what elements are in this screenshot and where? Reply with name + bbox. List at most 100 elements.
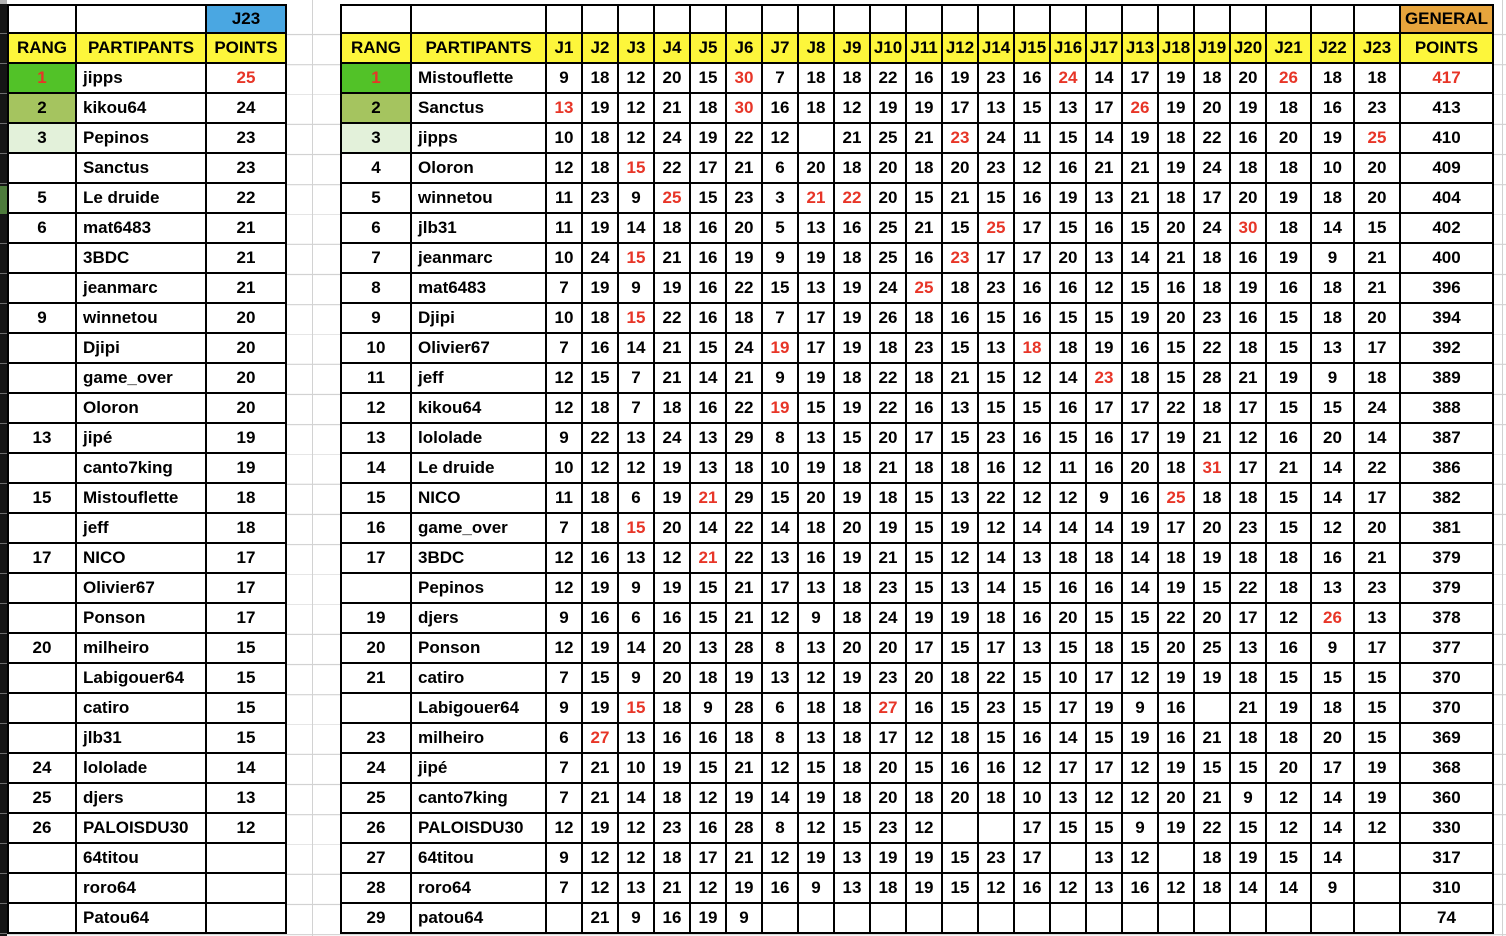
points-cell[interactable]: 17 — [205, 602, 287, 634]
score-cell[interactable]: 16 — [905, 62, 943, 94]
day-number-header[interactable]: J23 — [205, 4, 287, 34]
score-cell[interactable]: 17 — [797, 332, 835, 364]
score-cell[interactable]: 19 — [1229, 272, 1267, 304]
score-cell[interactable]: 13 — [1353, 602, 1401, 634]
score-cell[interactable]: 17 — [1353, 632, 1401, 664]
score-cell[interactable]: 13 — [797, 722, 835, 754]
score-cell[interactable]: 15 — [905, 572, 943, 604]
score-cell[interactable]: 18 — [1353, 362, 1401, 394]
score-cell[interactable]: 15 — [977, 722, 1015, 754]
score-cell[interactable]: 25 — [869, 212, 907, 244]
score-cell[interactable]: 15 — [761, 272, 799, 304]
score-cell[interactable]: 17 — [689, 842, 727, 874]
score-cell[interactable]: 20 — [1049, 602, 1087, 634]
score-cell[interactable]: 6 — [617, 482, 655, 514]
score-cell[interactable]: 15 — [977, 302, 1015, 334]
score-cell[interactable]: 23 — [581, 182, 619, 214]
score-cell[interactable]: 20 — [797, 152, 835, 184]
score-cell[interactable]: 17 — [941, 92, 979, 124]
score-cell[interactable]: 18 — [1157, 542, 1195, 574]
score-cell[interactable]: 12 — [653, 542, 691, 574]
score-cell[interactable]: 18 — [1229, 542, 1267, 574]
score-cell[interactable]: 22 — [1157, 392, 1195, 424]
score-cell[interactable]: 14 — [1310, 482, 1355, 514]
points-cell[interactable] — [205, 872, 287, 904]
score-cell[interactable]: 18 — [1310, 182, 1355, 214]
col-header-day[interactable]: J12 — [941, 32, 979, 64]
rank-cell[interactable]: 3 — [7, 122, 77, 154]
score-cell[interactable]: 20 — [1157, 302, 1195, 334]
score-cell[interactable]: 19 — [1265, 242, 1312, 274]
score-cell[interactable]: 26 — [1265, 62, 1312, 94]
score-cell[interactable]: 21 — [653, 872, 691, 904]
score-cell[interactable]: 15 — [797, 392, 835, 424]
score-cell[interactable]: 18 — [1049, 542, 1087, 574]
points-cell[interactable]: 15 — [205, 692, 287, 724]
score-cell[interactable]: 23 — [941, 122, 979, 154]
rank-cell[interactable]: 3 — [340, 122, 412, 154]
score-cell[interactable]: 12 — [1013, 482, 1051, 514]
rank-cell[interactable] — [7, 692, 77, 724]
score-cell[interactable]: 16 — [1310, 92, 1355, 124]
score-cell[interactable]: 16 — [653, 602, 691, 634]
total-cell[interactable]: 413 — [1399, 92, 1494, 124]
score-cell[interactable]: 8 — [761, 632, 799, 664]
score-cell[interactable]: 23 — [941, 242, 979, 274]
score-cell[interactable]: 19 — [1229, 842, 1267, 874]
score-cell[interactable]: 10 — [545, 122, 583, 154]
score-cell[interactable]: 19 — [1353, 752, 1401, 784]
rank-cell[interactable]: 14 — [340, 452, 412, 484]
blank-cell[interactable] — [725, 4, 763, 34]
score-cell[interactable]: 19 — [833, 662, 871, 694]
score-cell[interactable]: 14 — [617, 332, 655, 364]
score-cell[interactable]: 16 — [1049, 272, 1087, 304]
score-cell[interactable]: 19 — [689, 122, 727, 154]
score-cell[interactable]: 17 — [905, 632, 943, 664]
score-cell[interactable]: 19 — [761, 332, 799, 364]
score-cell[interactable]: 7 — [545, 512, 583, 544]
score-cell[interactable]: 18 — [653, 212, 691, 244]
score-cell[interactable]: 18 — [905, 362, 943, 394]
participant-name-cell[interactable]: Pepinos — [410, 572, 547, 604]
score-cell[interactable] — [797, 902, 835, 934]
total-cell[interactable]: 74 — [1399, 902, 1494, 934]
blank-cell[interactable] — [1310, 4, 1355, 34]
score-cell[interactable]: 12 — [689, 872, 727, 904]
participant-name-cell[interactable]: Olivier67 — [75, 572, 207, 604]
score-cell[interactable]: 12 — [1013, 152, 1051, 184]
score-cell[interactable]: 18 — [1229, 332, 1267, 364]
score-cell[interactable]: 23 — [905, 332, 943, 364]
score-cell[interactable]: 19 — [1193, 662, 1231, 694]
score-cell[interactable]: 15 — [1265, 512, 1312, 544]
score-cell[interactable]: 17 — [1085, 662, 1123, 694]
score-cell[interactable]: 19 — [1157, 752, 1195, 784]
score-cell[interactable]: 19 — [1121, 722, 1159, 754]
total-cell[interactable]: 382 — [1399, 482, 1494, 514]
score-cell[interactable]: 20 — [941, 782, 979, 814]
score-cell[interactable]: 19 — [1157, 152, 1195, 184]
score-cell[interactable]: 25 — [1353, 122, 1401, 154]
rank-cell[interactable]: 5 — [7, 182, 77, 214]
score-cell[interactable]: 18 — [581, 62, 619, 94]
participant-name-cell[interactable]: 3BDC — [410, 542, 547, 574]
participant-name-cell[interactable]: jipé — [75, 422, 207, 454]
score-cell[interactable]: 21 — [869, 452, 907, 484]
score-cell[interactable]: 19 — [833, 392, 871, 424]
score-cell[interactable]: 25 — [1157, 482, 1195, 514]
score-cell[interactable]: 31 — [1193, 452, 1231, 484]
score-cell[interactable]: 20 — [1265, 122, 1312, 154]
score-cell[interactable]: 22 — [833, 182, 871, 214]
rank-cell[interactable]: 24 — [340, 752, 412, 784]
col-header-day[interactable]: J13 — [1121, 32, 1159, 64]
score-cell[interactable]: 21 — [797, 182, 835, 214]
rank-cell[interactable] — [7, 572, 77, 604]
score-cell[interactable]: 20 — [869, 752, 907, 784]
score-cell[interactable]: 19 — [905, 842, 943, 874]
participant-name-cell[interactable]: Olivier67 — [410, 332, 547, 364]
score-cell[interactable]: 18 — [797, 62, 835, 94]
score-cell[interactable]: 24 — [581, 242, 619, 274]
score-cell[interactable]: 21 — [653, 92, 691, 124]
score-cell[interactable]: 15 — [905, 482, 943, 514]
score-cell[interactable]: 15 — [941, 212, 979, 244]
participant-name-cell[interactable]: winnetou — [410, 182, 547, 214]
